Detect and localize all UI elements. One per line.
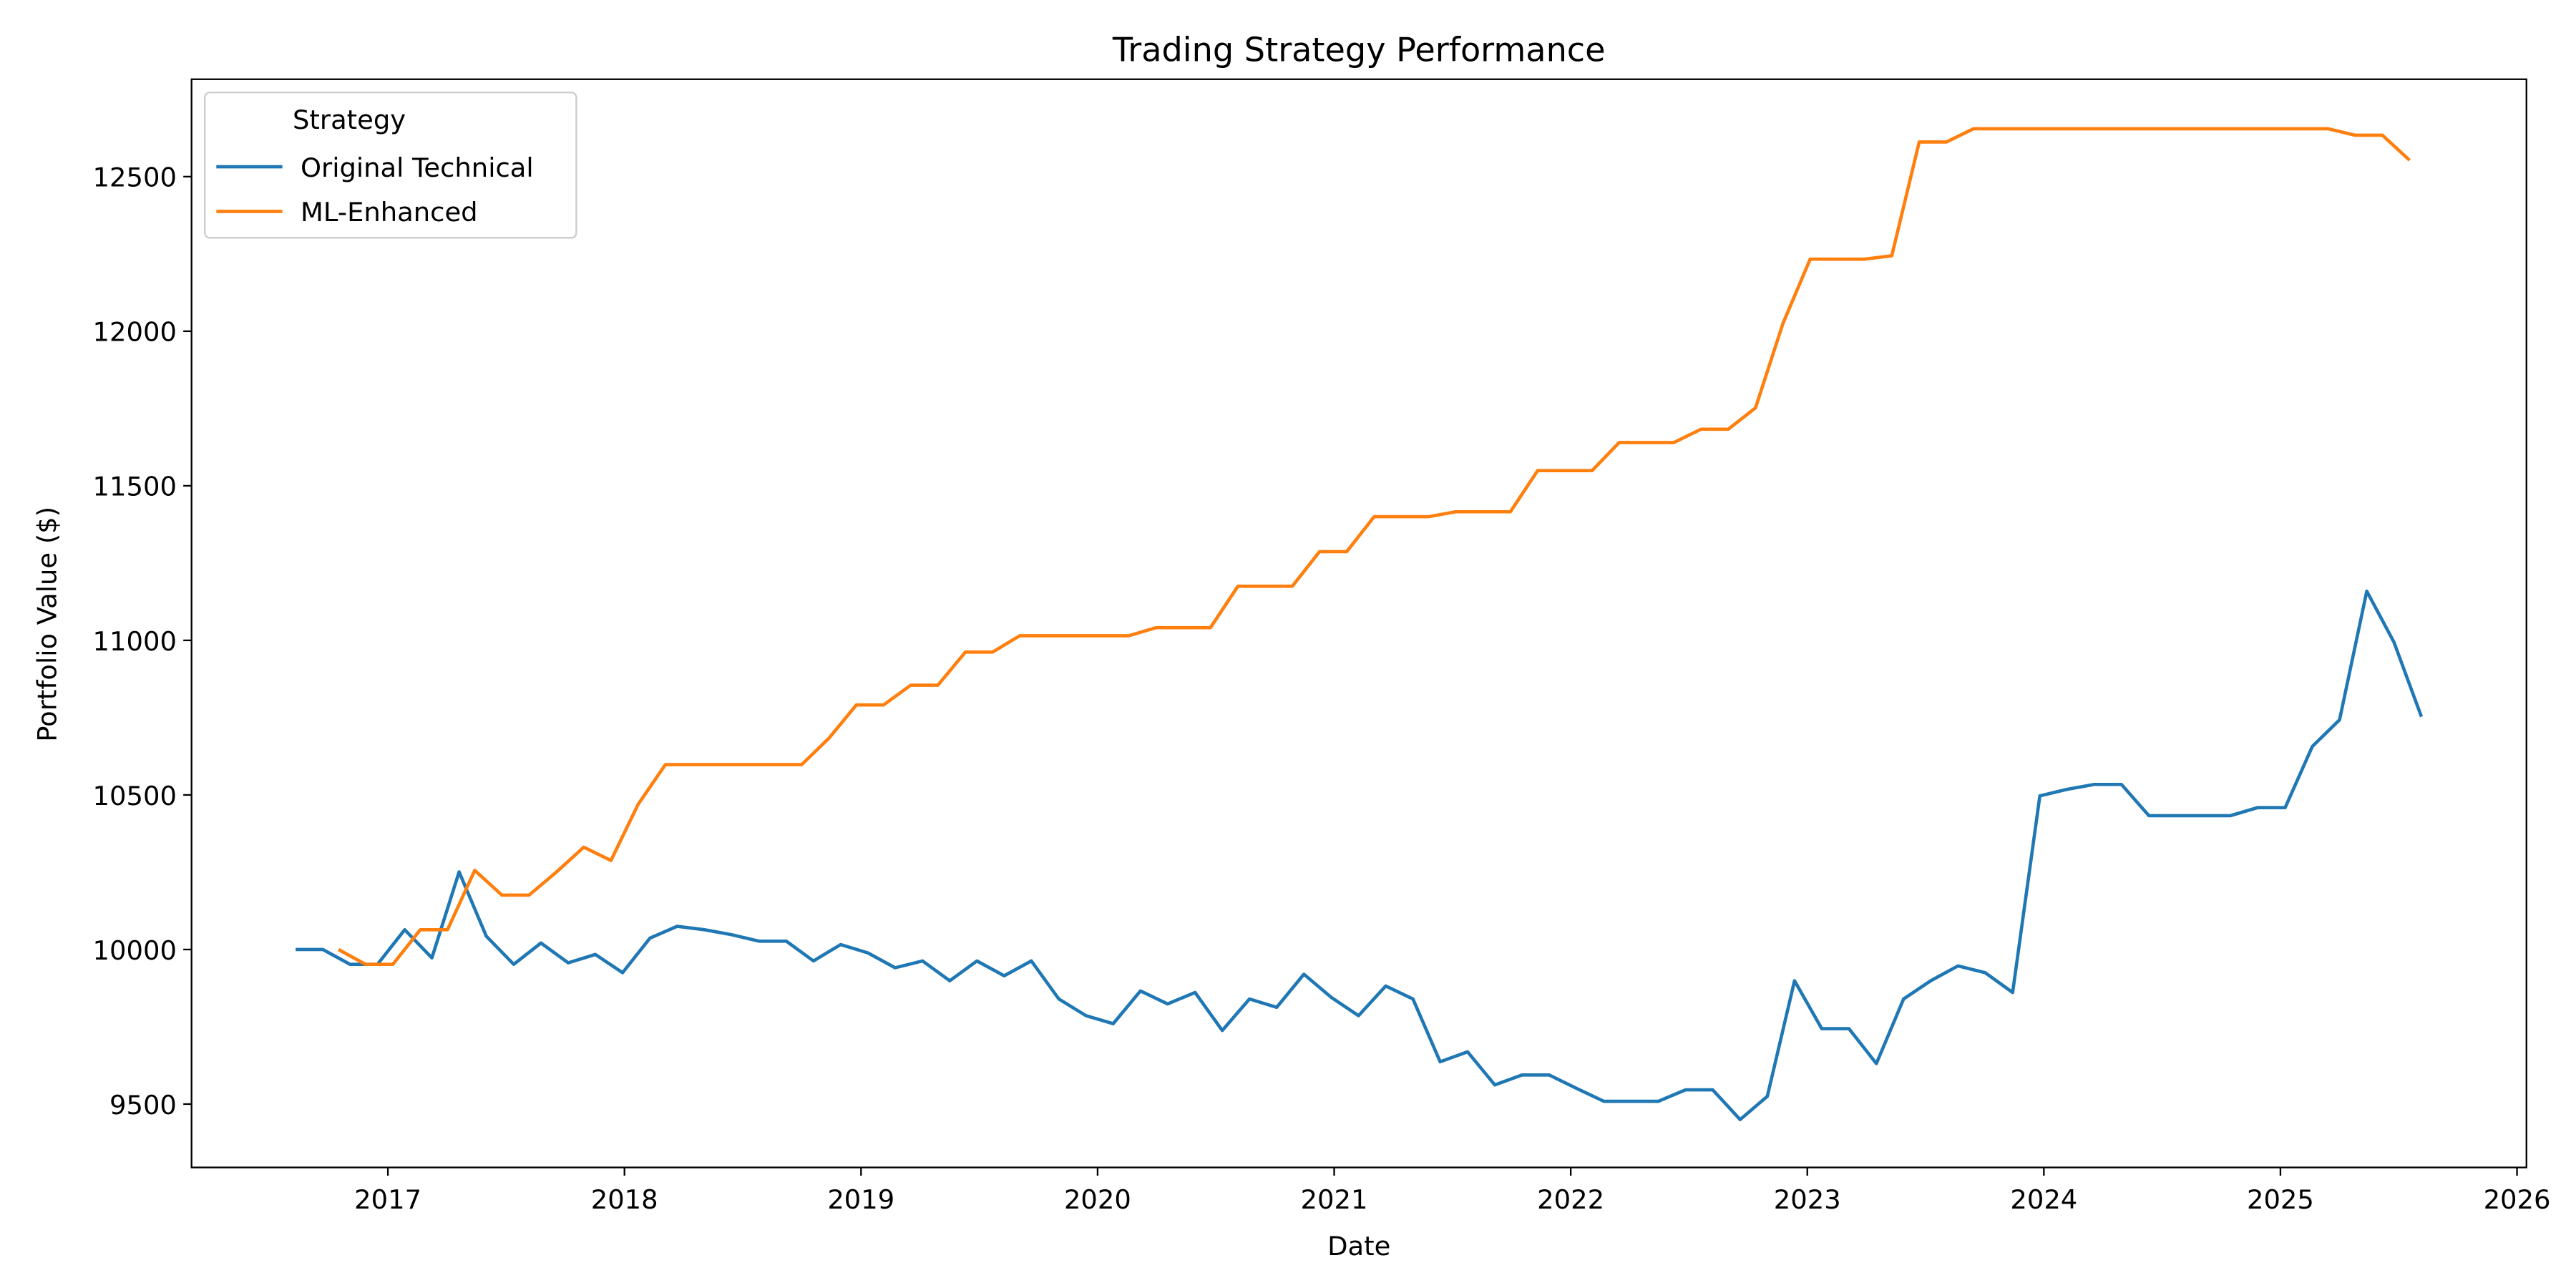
x-tick-label: 2023 [1774, 1184, 1841, 1215]
x-tick-label: 2026 [2484, 1184, 2551, 1215]
legend-box [204, 92, 577, 239]
x-tick-label: 2020 [1064, 1184, 1131, 1215]
y-tick-label: 11000 [93, 626, 177, 657]
y-tick-label: 12000 [93, 317, 177, 348]
x-tick-label: 2017 [354, 1184, 421, 1215]
y-axis-label: Portfolio Value ($) [31, 507, 62, 742]
legend-title: Strategy [293, 104, 406, 135]
x-tick-label: 2022 [1537, 1184, 1604, 1215]
y-tick-label: 10500 [93, 781, 177, 811]
series-line [337, 127, 2411, 966]
y-tick-label: 12500 [93, 162, 177, 193]
x-tick-label: 2024 [2010, 1184, 2077, 1215]
y-tick-label: 11500 [93, 472, 177, 502]
legend-label: Original Technical [301, 152, 534, 183]
x-tick-label: 2025 [2247, 1184, 2314, 1215]
y-tick-label: 9500 [109, 1090, 177, 1121]
chart-title: Trading Strategy Performance [1112, 30, 1606, 69]
x-tick-label: 2019 [827, 1184, 894, 1215]
legend: Strategy Original Technical ML-Enhanced [204, 92, 577, 239]
x-tick-label: 2018 [591, 1184, 658, 1215]
plot-frame [190, 78, 2527, 1169]
x-axis-label: Date [1327, 1231, 1390, 1262]
x-tick-label: 2021 [1301, 1184, 1368, 1215]
legend-label: ML-Enhanced [301, 197, 478, 228]
y-tick-label: 10000 [93, 935, 177, 966]
series-line [296, 589, 2424, 1121]
